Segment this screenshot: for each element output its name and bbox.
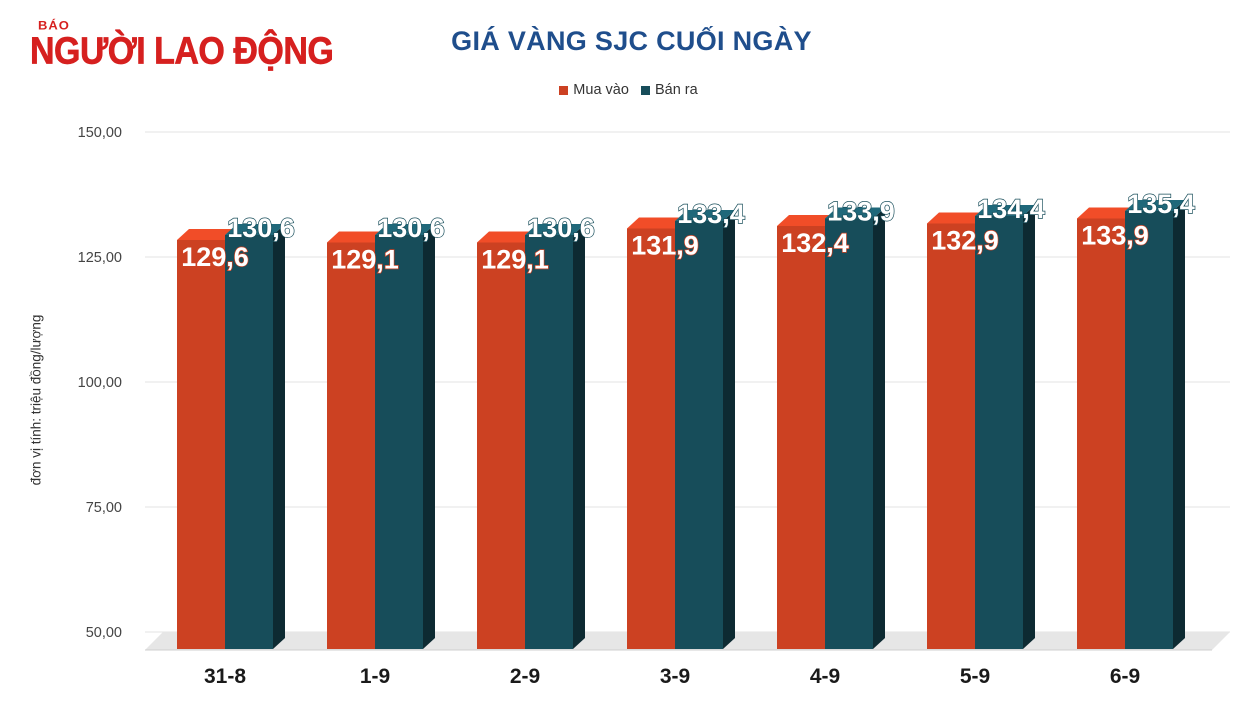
x-tick-label: 5-9 <box>960 665 990 688</box>
bar-side <box>1023 205 1035 649</box>
y-tick-label: 50,00 <box>86 625 122 641</box>
x-tick-label: 2-9 <box>510 665 540 688</box>
data-label-ban-ra: 130,6 <box>527 213 595 243</box>
bar-side <box>723 210 735 649</box>
bar-ban-ra <box>825 218 873 649</box>
y-tick-label: 75,00 <box>86 500 122 516</box>
bar-mua-vao <box>1077 218 1125 649</box>
bar-top <box>1125 200 1185 211</box>
data-label-mua-vao: 133,9 <box>1081 221 1149 251</box>
bar-side <box>273 224 285 649</box>
x-tick-label: 3-9 <box>660 665 690 688</box>
bar-ban-ra <box>375 235 423 649</box>
data-label-mua-vao: 129,1 <box>331 245 399 275</box>
bar-top <box>1077 207 1137 219</box>
bar-side <box>423 224 435 649</box>
data-label-mua-vao: 129,6 <box>181 242 249 272</box>
legend-item-ban-ra: Bán ra <box>640 82 698 98</box>
bar-top <box>627 217 687 229</box>
legend-swatch-ban-ra <box>640 85 650 95</box>
x-tick-label: 31-8 <box>204 665 246 688</box>
bar-top <box>975 205 1035 216</box>
data-label-ban-ra: 133,4 <box>677 199 745 229</box>
bar-side <box>1173 200 1185 649</box>
legend-swatch-mua-vao <box>559 85 569 95</box>
data-label-mua-vao: 129,1 <box>481 245 549 275</box>
bar-top <box>177 229 237 240</box>
logo-small-text: BÁO <box>38 18 70 33</box>
bar-ban-ra <box>675 221 723 649</box>
x-tick-label: 6-9 <box>1110 665 1140 688</box>
chart-title: GIÁ VÀNG SJC CUỐI NGÀY <box>451 26 812 56</box>
legend-label-mua-vao: Mua vào <box>573 82 629 98</box>
data-label-ban-ra: 134,4 <box>977 194 1045 224</box>
bar-top <box>825 207 885 219</box>
bar-ban-ra <box>1125 211 1173 649</box>
logo-big-text: NGƯỜI LAO ĐỘNG <box>30 30 334 73</box>
bar-mua-vao <box>177 240 225 649</box>
y-tick-label: 125,00 <box>78 250 122 266</box>
y-tick-label: 150,00 <box>78 125 122 141</box>
bar-mua-vao <box>927 223 975 649</box>
bar-side <box>573 224 585 649</box>
bar-top <box>477 231 537 243</box>
bar-top <box>927 212 987 224</box>
bar-ban-ra <box>525 235 573 649</box>
bar-top <box>777 215 837 226</box>
bar-top <box>675 210 735 221</box>
data-label-ban-ra: 133,9 <box>827 197 895 227</box>
y-tick-label: 100,00 <box>78 375 122 391</box>
legend-item-mua-vao: Mua vào <box>559 82 629 98</box>
x-tick-label: 1-9 <box>360 665 390 688</box>
bar-top <box>375 224 435 235</box>
bar-ban-ra <box>975 216 1023 649</box>
bar-top <box>525 224 585 235</box>
bar-top <box>327 231 387 243</box>
chart-legend: Mua vào Bán ra <box>0 82 1257 99</box>
data-label-mua-vao: 132,9 <box>931 226 999 256</box>
bar-mua-vao <box>777 226 825 649</box>
data-label-mua-vao: 131,9 <box>631 231 699 261</box>
x-tick-label: 4-9 <box>810 665 840 688</box>
bar-top <box>225 224 285 235</box>
newspaper-logo[interactable]: BÁO NGƯỜI LAO ĐỘNG <box>30 18 334 74</box>
data-label-ban-ra: 130,6 <box>227 213 295 243</box>
bar-mua-vao <box>627 228 675 649</box>
bar-mua-vao <box>477 242 525 649</box>
data-label-ban-ra: 135,4 <box>1127 189 1195 219</box>
data-label-mua-vao: 132,4 <box>781 228 849 258</box>
bar-ban-ra <box>225 235 273 649</box>
data-label-ban-ra: 130,6 <box>377 213 445 243</box>
legend-label-ban-ra: Bán ra <box>654 82 698 98</box>
bar-mua-vao <box>327 242 375 649</box>
bar-side <box>873 207 885 649</box>
